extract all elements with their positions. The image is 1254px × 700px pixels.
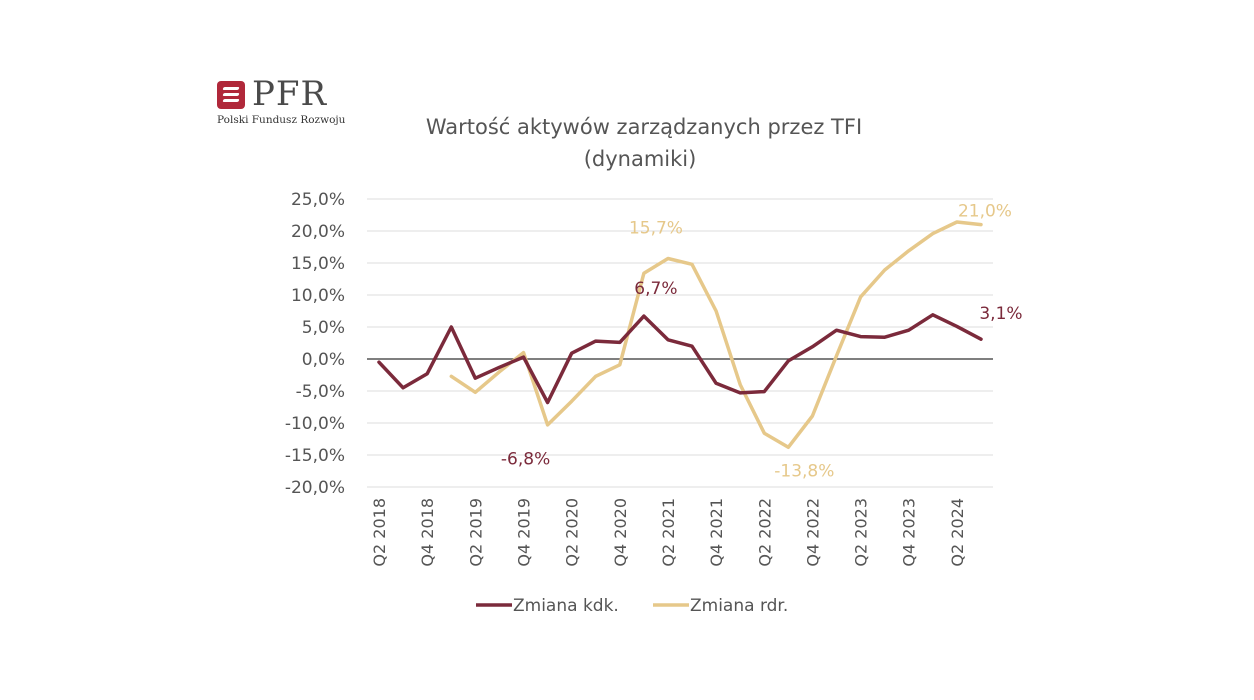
x-tick-label: Q2 2018 bbox=[370, 498, 389, 567]
data-label: 3,1% bbox=[979, 304, 1022, 324]
data-label: 15,7% bbox=[629, 219, 683, 239]
series-line bbox=[377, 313, 983, 405]
x-tick-label: Q2 2021 bbox=[659, 498, 678, 567]
y-tick-label: 25,0% bbox=[291, 190, 345, 210]
y-tick-label: -10,0% bbox=[285, 414, 345, 434]
y-tick-label: 15,0% bbox=[291, 254, 345, 274]
logo-brand: PFR bbox=[252, 74, 328, 114]
y-tick-label: 5,0% bbox=[302, 318, 345, 338]
y-tick-label: -5,0% bbox=[296, 382, 345, 402]
x-tick-label: Q4 2023 bbox=[900, 498, 919, 567]
data-label: 21,0% bbox=[958, 202, 1012, 222]
x-tick-label: Q2 2020 bbox=[563, 498, 582, 567]
legend-label: Zmiana rdr. bbox=[690, 596, 788, 616]
y-tick-label: -20,0% bbox=[285, 478, 345, 498]
x-tick-label: Q4 2022 bbox=[803, 498, 822, 567]
x-tick-label: Q4 2021 bbox=[707, 498, 726, 567]
x-tick-label: Q2 2019 bbox=[466, 498, 485, 567]
y-tick-label: 0,0% bbox=[302, 350, 345, 370]
x-tick-label: Q2 2024 bbox=[948, 498, 967, 567]
chart-subtitle: (dynamiki) bbox=[584, 147, 697, 171]
data-label: 6,7% bbox=[634, 279, 677, 299]
series-lines bbox=[377, 220, 983, 450]
y-tick-label: -15,0% bbox=[285, 446, 345, 466]
y-tick-label: 20,0% bbox=[291, 222, 345, 242]
chart-title: Wartość aktywów zarządzanych przez TFI bbox=[426, 115, 862, 139]
x-axis: Q2 2018 Q4 2018 Q2 2019 Q4 2019 Q2 2020 Q4 20… bbox=[370, 498, 967, 567]
pfr-logo: PFR Polski Fundusz Rozwoju bbox=[217, 74, 357, 128]
data-label: -6,8% bbox=[501, 450, 550, 470]
legend-label: Zmiana kdk. bbox=[513, 596, 619, 616]
data-labels: -6,8% 6,7% 3,1% 15,7% -13,8% 21,0% bbox=[501, 202, 1023, 482]
x-tick-label: Q4 2018 bbox=[418, 498, 437, 567]
y-tick-label: 10,0% bbox=[291, 286, 345, 306]
data-label: -13,8% bbox=[774, 461, 834, 481]
x-tick-label: Q4 2020 bbox=[611, 498, 630, 567]
x-tick-label: Q4 2019 bbox=[515, 498, 534, 567]
series-line bbox=[449, 220, 983, 450]
logo-subtitle: Polski Fundusz Rozwoju bbox=[217, 114, 346, 126]
x-tick-label: Q2 2022 bbox=[755, 498, 774, 567]
x-tick-label: Q2 2023 bbox=[852, 498, 871, 567]
pfr-logo-mark-icon bbox=[217, 81, 245, 109]
y-axis: 25,0% 20,0% 15,0% 10,0% 5,0% 0,0% -5,0% -10,0% -… bbox=[285, 190, 345, 498]
legend: Zmiana kdk. Zmiana rdr. bbox=[476, 596, 788, 616]
